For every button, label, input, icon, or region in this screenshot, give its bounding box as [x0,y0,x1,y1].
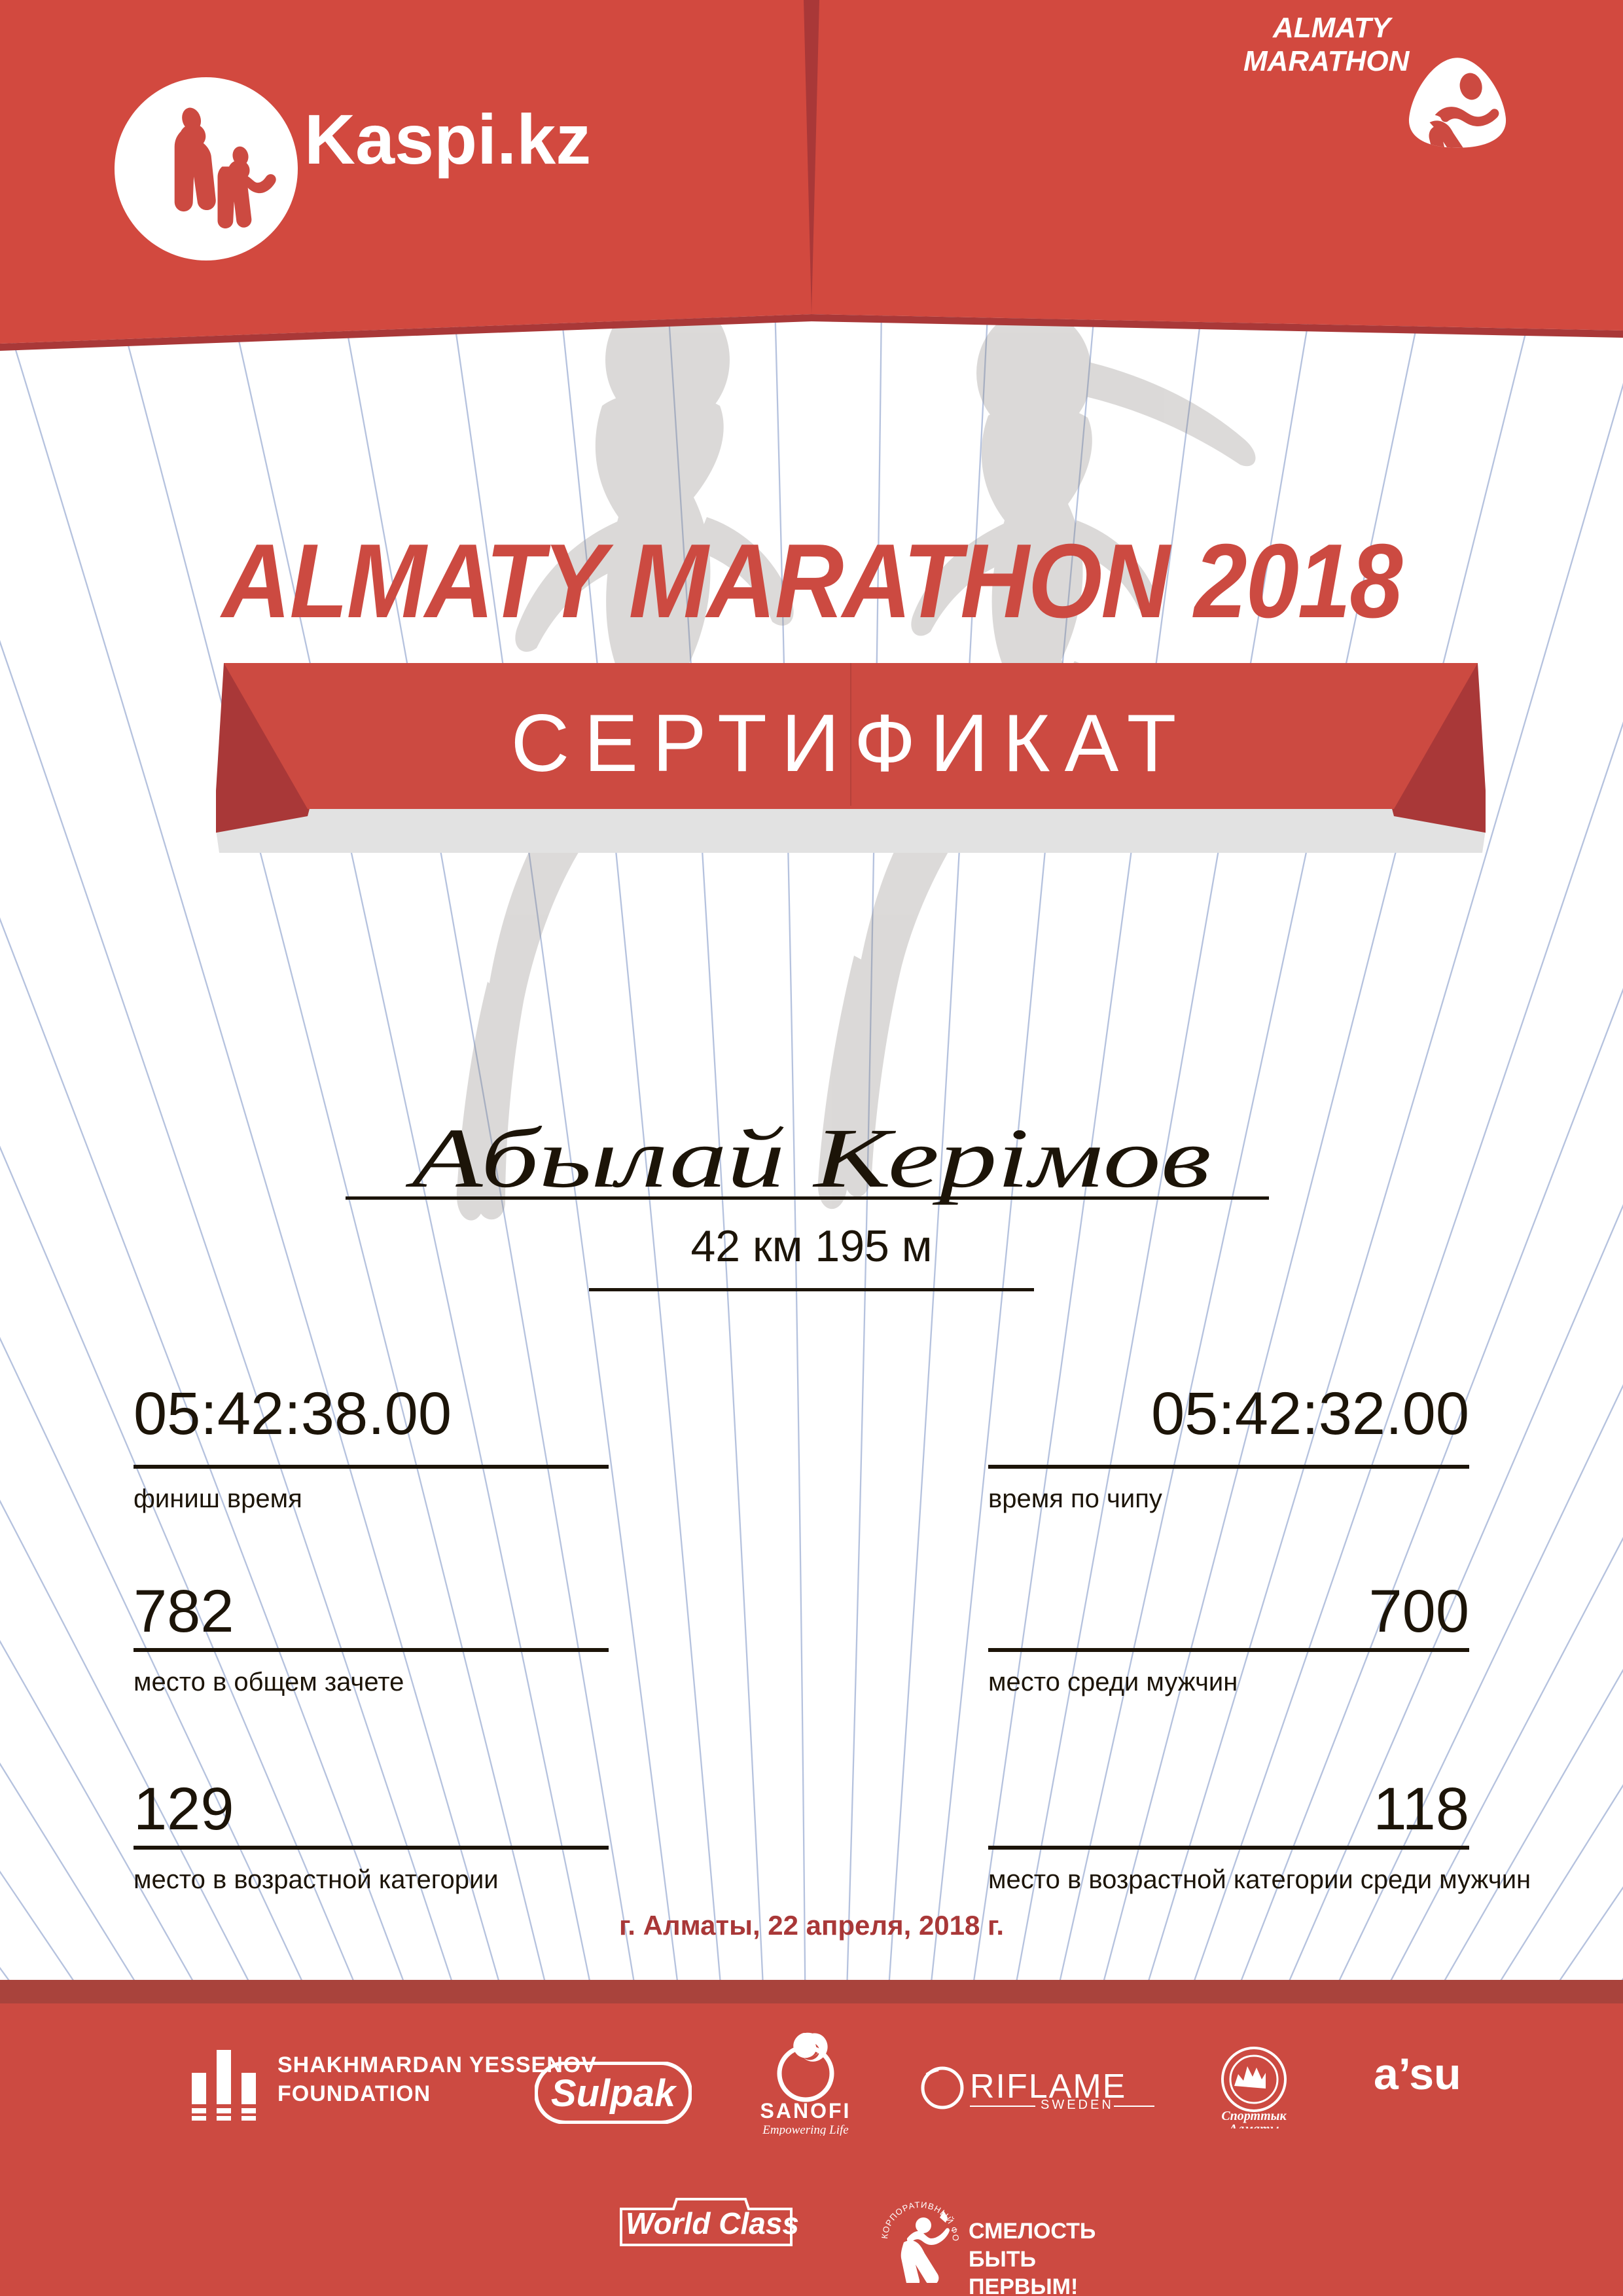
svg-text:Спорттык: Спорттык [1221,2109,1287,2123]
svg-text:World Class: World Class [626,2206,799,2240]
svg-text:Empowering Life: Empowering Life [762,2123,848,2136]
svg-text:Алматы: Алматы [1228,2122,1279,2128]
svg-text:SANOFI: SANOFI [760,2099,851,2123]
svg-text:SWEDEN: SWEDEN [1041,2098,1114,2112]
svg-text:КОРПОРАТИВНЫЙ ФОНД: КОРПОРАТИВНЫЙ ФОНД [878,2198,961,2242]
svg-text:Sulpak: Sulpak [551,2072,677,2115]
